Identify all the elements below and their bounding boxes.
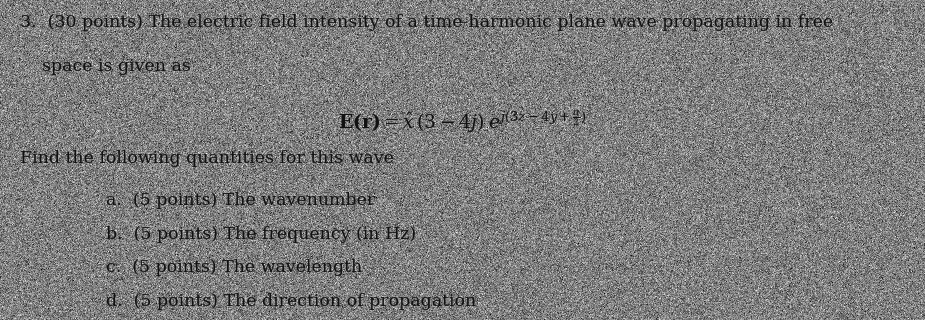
Text: a.  (5 points) The wavenumber: a. (5 points) The wavenumber xyxy=(106,192,376,209)
Text: d.  (5 points) The direction of propagation: d. (5 points) The direction of propagati… xyxy=(106,293,476,310)
Text: b.  (5 points) The frequency (in Hz): b. (5 points) The frequency (in Hz) xyxy=(106,226,416,243)
Text: c.  (5 points) The wavelength: c. (5 points) The wavelength xyxy=(106,259,363,276)
Text: space is given as: space is given as xyxy=(20,58,191,75)
Text: 3.  (30 points) The electric field intensity of a time-harmonic plane wave propa: 3. (30 points) The electric field intens… xyxy=(20,14,833,31)
Text: $\mathbf{E(r)} = \hat{x}\,(3-4j)\;e^{j(3z-4y+\frac{\pi}{2})}$: $\mathbf{E(r)} = \hat{x}\,(3-4j)\;e^{j(3… xyxy=(339,109,586,135)
Text: Find the following quantities for this wave: Find the following quantities for this w… xyxy=(20,150,394,167)
